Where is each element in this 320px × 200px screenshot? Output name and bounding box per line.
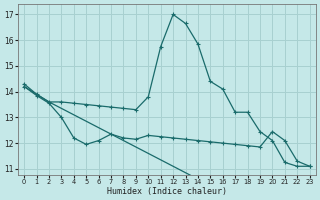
X-axis label: Humidex (Indice chaleur): Humidex (Indice chaleur) — [107, 187, 227, 196]
